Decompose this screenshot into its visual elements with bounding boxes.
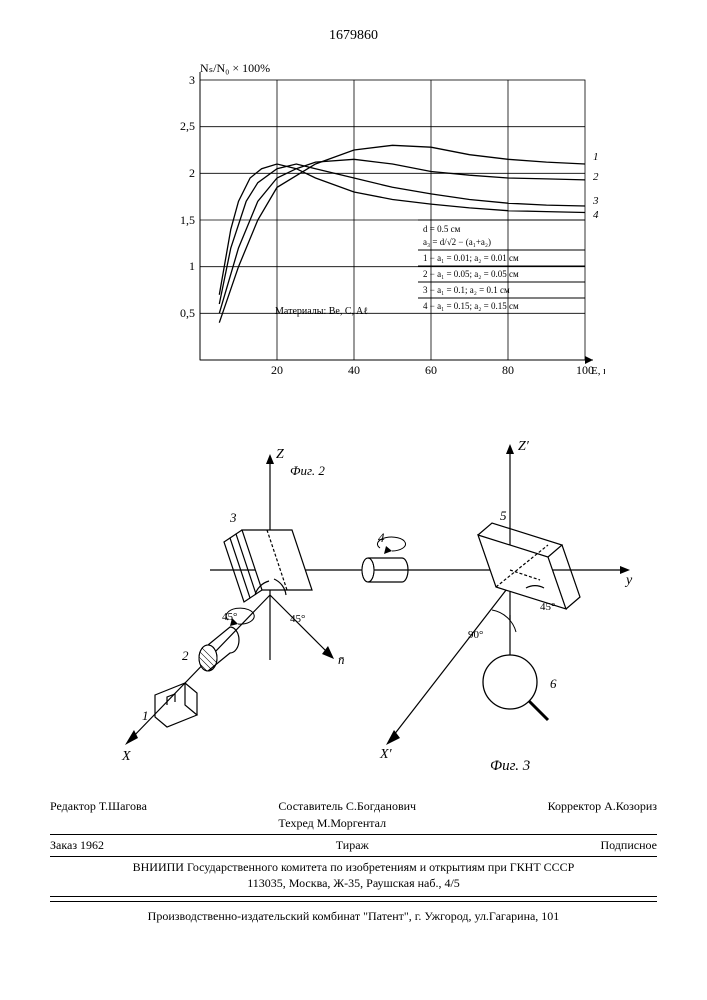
part2-label: 2 — [182, 648, 189, 663]
part-1 — [155, 683, 197, 727]
y-axis-label-diag: y — [624, 573, 633, 588]
document-number: 1679860 — [0, 28, 707, 44]
svg-text:1: 1 — [189, 259, 195, 273]
svg-text:20: 20 — [271, 363, 283, 377]
part-3 — [224, 530, 312, 602]
x-axis-label: X — [121, 749, 131, 764]
xprime-label: X′ — [379, 747, 393, 762]
svg-text:60: 60 — [425, 363, 437, 377]
svg-text:Материалы: Be, C, Aℓ: Материалы: Be, C, Aℓ — [275, 306, 368, 317]
svg-text:1: 1 — [593, 151, 599, 163]
svg-text:1 − a₁ = 0.01; a₂ = 0.01 см: 1 − a₁ = 0.01; a₂ = 0.01 см — [423, 253, 519, 263]
part-5 — [478, 523, 580, 609]
svg-text:d = 0.5 см: d = 0.5 см — [423, 224, 461, 234]
footer-org: ВНИИПИ Государственного комитета по изоб… — [50, 856, 657, 898]
svg-text:3 − a₁ = 0.1; a₂ = 0.1 см: 3 − a₁ = 0.1; a₂ = 0.1 см — [423, 285, 510, 295]
part1-label: 1 — [142, 708, 149, 723]
part3-label: 3 — [229, 510, 237, 525]
chart-fig2: Nₛ/N₀ × 100% 0,5 1 1,5 2 2,5 3 20 40 60 … — [145, 60, 605, 380]
svg-text:2,5: 2,5 — [180, 119, 195, 133]
svg-text:2: 2 — [593, 171, 599, 183]
svg-text:2: 2 — [189, 166, 195, 180]
part5-label: 5 — [500, 508, 507, 523]
angle45-left: 45° — [222, 611, 237, 623]
part4-label: 4 — [378, 530, 385, 545]
curves — [219, 145, 585, 322]
svg-text:3: 3 — [592, 195, 599, 207]
svg-text:a₃ = d/√2 − (a₁+a₂): a₃ = d/√2 − (a₁+a₂) — [423, 237, 491, 247]
svg-text:40: 40 — [348, 363, 360, 377]
editor: Редактор Т.Шагова — [50, 798, 147, 832]
angle45-right: 45° — [290, 613, 305, 625]
fig2-label: Фиг. 2 — [290, 463, 325, 478]
zprime-label: Z′ — [518, 439, 530, 454]
footer: Редактор Т.Шагова Составитель С.Богданов… — [50, 798, 657, 925]
z-axis-label: Z — [276, 447, 284, 462]
diagram-fig3: Фиг. 2 Z X y n̄ 1 2 — [70, 420, 640, 800]
svg-text:1,5: 1,5 — [180, 213, 195, 227]
fig3-label: Фиг. 3 — [490, 758, 530, 774]
angle45-r: 45° — [540, 601, 555, 613]
curve-labels: 1 2 3 4 — [592, 151, 599, 221]
part-4 — [362, 537, 408, 582]
inset-box: d = 0.5 см a₃ = d/√2 − (a₁+a₂) 1 − a₁ = … — [418, 220, 585, 311]
y-ticks: 0,5 1 1,5 2 2,5 3 — [180, 73, 195, 320]
svg-text:3: 3 — [189, 73, 195, 87]
tirazh: Тираж — [336, 837, 369, 854]
part6-label: 6 — [550, 676, 557, 691]
y-axis-label: Nₛ/N₀ × 100% — [200, 61, 270, 75]
x-ticks: 20 40 60 80 100 — [271, 363, 594, 377]
materials-label: Материалы: Be, C, Aℓ — [275, 306, 368, 317]
compiler-tehred: Составитель С.Богданович Техред М.Морген… — [278, 798, 416, 832]
svg-text:4 − a₁ = 0.15; a₂ = 0.15 см: 4 − a₁ = 0.15; a₂ = 0.15 см — [423, 301, 519, 311]
svg-text:4: 4 — [593, 209, 599, 221]
svg-text:2 − a₁ = 0.05; a₂ = 0.05 см: 2 − a₁ = 0.05; a₂ = 0.05 см — [423, 269, 519, 279]
angle90-label: 90° — [468, 629, 483, 641]
corrector: Корректор А.Козориз — [548, 798, 657, 832]
podpisnoe: Подписное — [600, 837, 657, 854]
footer-printer: Производственно-издательский комбинат "П… — [50, 901, 657, 925]
svg-text:0,5: 0,5 — [180, 306, 195, 320]
svg-text:80: 80 — [502, 363, 514, 377]
x-axis-label: E, кэВ — [591, 365, 605, 377]
n-label: n̄ — [338, 652, 345, 667]
order: Заказ 1962 — [50, 837, 104, 854]
